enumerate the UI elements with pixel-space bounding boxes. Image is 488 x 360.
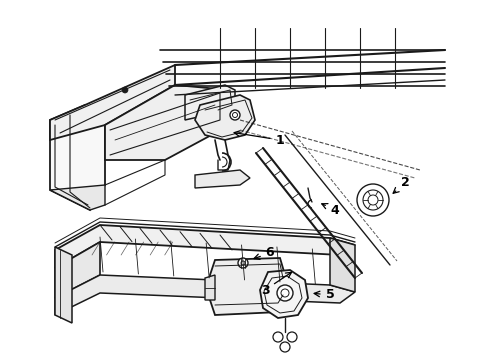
Text: 1: 1	[234, 131, 284, 147]
Circle shape	[367, 195, 377, 205]
Polygon shape	[204, 275, 215, 300]
Circle shape	[276, 285, 292, 301]
Polygon shape	[50, 65, 175, 140]
Circle shape	[232, 112, 237, 117]
Text: 5: 5	[313, 288, 334, 302]
Polygon shape	[209, 258, 285, 315]
Text: 6: 6	[253, 247, 274, 260]
Circle shape	[238, 258, 247, 268]
Polygon shape	[184, 85, 235, 120]
Polygon shape	[55, 275, 354, 315]
Circle shape	[362, 190, 382, 210]
Polygon shape	[55, 225, 354, 268]
Text: 2: 2	[392, 176, 408, 193]
Polygon shape	[105, 85, 229, 160]
Polygon shape	[329, 238, 354, 292]
Text: 4: 4	[321, 203, 339, 216]
Circle shape	[272, 332, 283, 342]
Circle shape	[280, 342, 289, 352]
Circle shape	[286, 332, 296, 342]
Polygon shape	[50, 185, 105, 210]
Circle shape	[241, 261, 244, 265]
Polygon shape	[55, 247, 72, 323]
Circle shape	[229, 110, 240, 120]
Polygon shape	[260, 270, 307, 318]
Circle shape	[281, 289, 288, 297]
Polygon shape	[55, 242, 100, 298]
Polygon shape	[195, 170, 249, 188]
Polygon shape	[264, 276, 302, 313]
Text: 3: 3	[260, 272, 291, 297]
Circle shape	[122, 87, 128, 93]
Polygon shape	[195, 95, 254, 140]
Circle shape	[356, 184, 388, 216]
Polygon shape	[50, 105, 105, 210]
